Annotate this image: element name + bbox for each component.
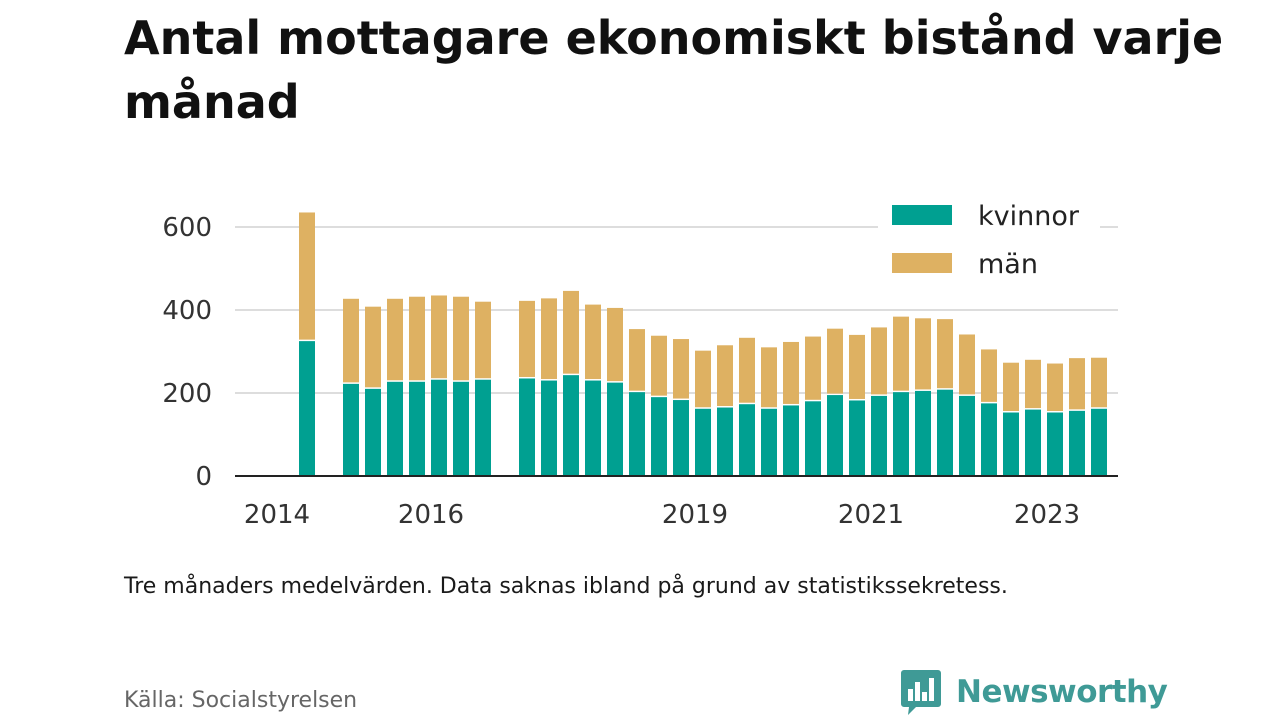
legend: kvinnor män (878, 194, 1100, 286)
bar-kvinnor (673, 400, 689, 476)
bar-man (431, 295, 447, 379)
stacked-bar-chart: 0 200 400 600 2014 2016 2019 2021 2023 kvinnor … (162, 194, 1118, 530)
bar-man (343, 298, 359, 383)
bar-man (959, 334, 975, 395)
x-tick-label: 2019 (662, 500, 728, 530)
bar-kvinnor (387, 381, 403, 476)
bar-man (299, 212, 315, 340)
bar-chart-speech-bubble-icon (901, 670, 941, 715)
bar-kvinnor (453, 381, 469, 476)
x-tick-label: 2016 (398, 500, 464, 530)
bar-kvinnor (1003, 412, 1019, 476)
y-tick-label: 0 (195, 462, 212, 492)
bar-kvinnor (365, 388, 381, 476)
bar-kvinnor (431, 379, 447, 476)
bar-man (717, 345, 733, 407)
newsworthy-logo[interactable]: Newsworthy (900, 668, 1168, 716)
bar-kvinnor (1091, 408, 1107, 476)
bar-man (453, 296, 469, 381)
bar-kvinnor (981, 403, 997, 476)
bar-kvinnor (651, 397, 667, 476)
y-tick-label: 200 (162, 379, 212, 409)
bar-man (761, 347, 777, 408)
legend-label-kvinnor: kvinnor (978, 201, 1080, 232)
bar-kvinnor (871, 395, 887, 476)
bar-man (519, 300, 535, 377)
bar-man (585, 304, 601, 380)
bar-kvinnor (607, 382, 623, 476)
bar-man (1003, 362, 1019, 412)
bar-man (387, 298, 403, 381)
bar-kvinnor (1025, 409, 1041, 476)
bar-man (783, 341, 799, 404)
bar-man (409, 296, 425, 381)
y-tick-label: 400 (162, 296, 212, 326)
bars (299, 212, 1107, 476)
bar-man (541, 298, 557, 380)
bar-kvinnor (959, 395, 975, 476)
bar-kvinnor (827, 395, 843, 476)
brand-name: Newsworthy (956, 674, 1168, 710)
bar-man (475, 301, 491, 379)
bar-kvinnor (1047, 412, 1063, 476)
bar-kvinnor (761, 408, 777, 476)
bar-man (805, 336, 821, 400)
bar-kvinnor (893, 392, 909, 476)
y-tick-label: 600 (162, 213, 212, 243)
bar-man (937, 319, 953, 389)
bar-man (651, 335, 667, 396)
bar-kvinnor (849, 400, 865, 476)
bar-man (849, 334, 865, 399)
bar-kvinnor (739, 404, 755, 476)
bar-man (1091, 357, 1107, 408)
bar-man (1069, 358, 1085, 410)
legend-swatch-kvinnor (892, 205, 952, 225)
bar-kvinnor (519, 378, 535, 476)
bar-man (981, 349, 997, 402)
bar-kvinnor (585, 380, 601, 476)
bar-kvinnor (1069, 410, 1085, 476)
y-axis-ticks: 0 200 400 600 (162, 213, 212, 492)
bar-man (1025, 359, 1041, 409)
chart-title: Antal mottagare ekonomiskt bistånd varje… (124, 11, 1224, 129)
bar-kvinnor (783, 405, 799, 476)
bar-kvinnor (937, 389, 953, 476)
bar-man (365, 306, 381, 388)
bar-kvinnor (629, 392, 645, 476)
x-tick-label: 2014 (244, 500, 310, 530)
bar-kvinnor (717, 407, 733, 476)
bar-man (871, 327, 887, 395)
bar-kvinnor (541, 380, 557, 476)
bar-man (607, 307, 623, 382)
bar-kvinnor (805, 401, 821, 476)
bar-kvinnor (343, 383, 359, 476)
bar-man (827, 328, 843, 394)
x-axis-ticks: 2014 2016 2019 2021 2023 (244, 500, 1080, 530)
bar-man (1047, 363, 1063, 412)
bar-kvinnor (695, 408, 711, 476)
x-tick-label: 2023 (1014, 500, 1080, 530)
source-credit: Källa: Socialstyrelsen (124, 688, 358, 713)
bar-man (629, 329, 645, 391)
bar-man (673, 339, 689, 399)
bar-kvinnor (915, 390, 931, 476)
bar-kvinnor (409, 381, 425, 476)
bar-kvinnor (563, 375, 579, 476)
bar-kvinnor (475, 379, 491, 476)
bar-man (739, 337, 755, 403)
bar-kvinnor (299, 341, 315, 476)
legend-label-man: män (978, 249, 1038, 280)
chart-note: Tre månaders medelvärden. Data saknas ib… (124, 574, 1008, 599)
bar-man (563, 290, 579, 374)
bar-man (915, 318, 931, 390)
x-tick-label: 2021 (838, 500, 904, 530)
legend-swatch-man (892, 253, 952, 273)
bar-man (695, 350, 711, 408)
bar-man (893, 316, 909, 391)
